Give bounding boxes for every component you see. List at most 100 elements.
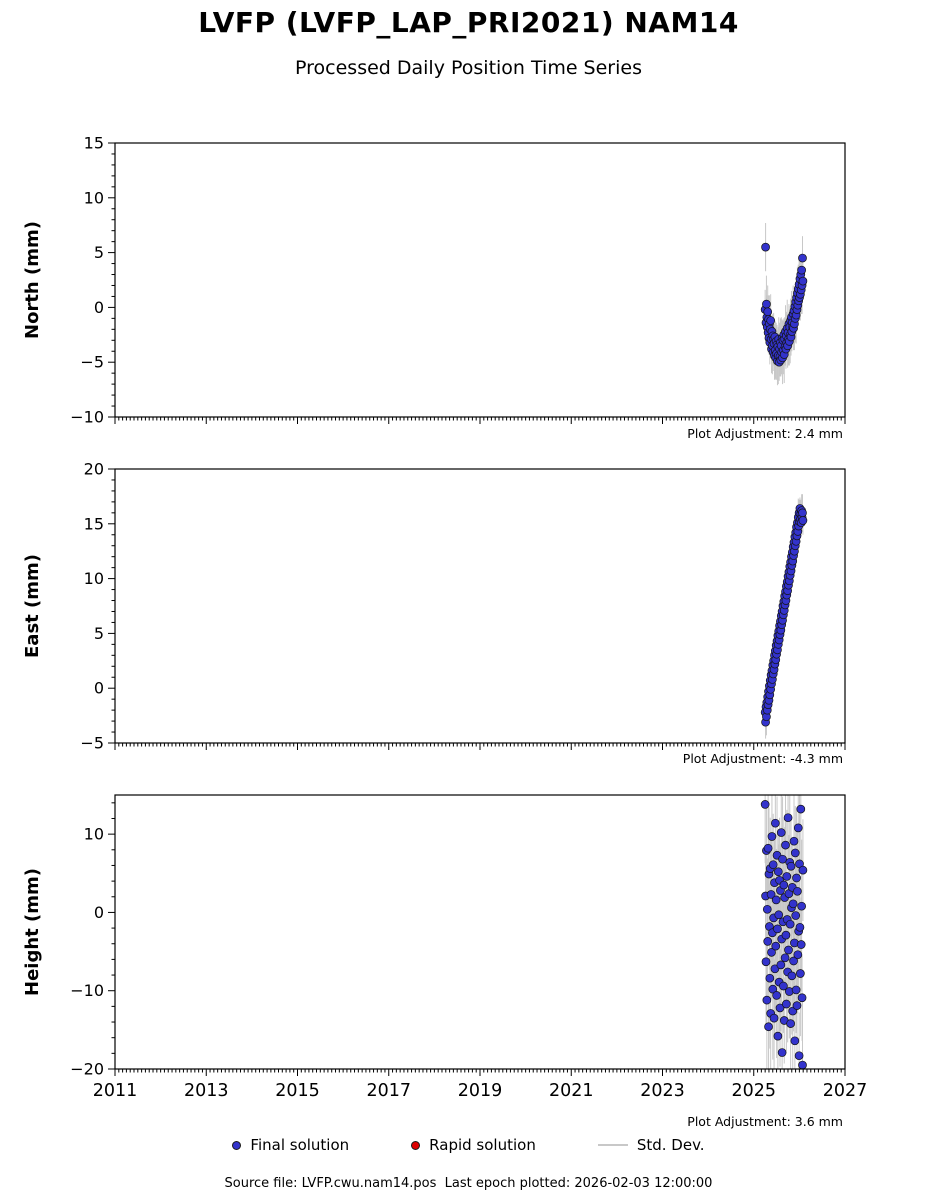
page-subtitle: Processed Daily Position Time Series [295, 57, 642, 79]
data-point [787, 971, 797, 981]
north-plot: −10 −5 0 5 10 15 North (mm) Plot Adjustment: 2.… [22, 134, 846, 441]
data-point [780, 953, 790, 963]
chart-text: 0 [94, 298, 104, 317]
data-point [774, 910, 784, 920]
data-point [770, 964, 780, 974]
data-point [766, 316, 776, 325]
data-point [796, 940, 806, 949]
data-point [762, 904, 772, 914]
chart-text: 2013 [184, 1081, 229, 1101]
data-point [760, 800, 770, 809]
data-point [767, 948, 776, 957]
chart-text: 2025 [731, 1081, 776, 1101]
data-point [792, 1001, 802, 1010]
data-point [789, 836, 799, 846]
legend-item-rapid: Rapid solution [411, 1136, 536, 1154]
chart-text: 2021 [549, 1081, 594, 1101]
data-point [796, 804, 806, 814]
chart-text: 0 [94, 679, 104, 698]
chart-text: 10 [84, 825, 104, 844]
east-axis-ticks [108, 468, 846, 750]
chart-text: 2017 [366, 1081, 411, 1101]
data-point [798, 1060, 807, 1069]
chart-text: 15 [84, 514, 104, 533]
data-point [795, 922, 805, 932]
chart-text: 2011 [93, 1081, 138, 1101]
data-point [797, 993, 807, 1003]
std-dev-marker-icon [597, 1144, 628, 1146]
north-axis-ticks [108, 142, 846, 424]
chart-text: −5 [80, 353, 104, 372]
height-plot-points [760, 800, 808, 1069]
chart-text: 15 [84, 134, 104, 153]
legend-item-stddev: Std. Dev. [597, 1136, 705, 1154]
page-title: LVFP (LVFP_LAP_PRI2021) NAM14 [198, 6, 739, 39]
data-point [769, 1013, 779, 1023]
data-point [770, 818, 780, 828]
data-point [766, 890, 776, 899]
data-point [790, 848, 800, 858]
rapid-solution-marker-icon [411, 1140, 421, 1150]
chart-text: −10 [70, 408, 104, 427]
data-point [797, 901, 806, 911]
data-point [775, 1003, 785, 1013]
north-plot-frame [114, 142, 846, 418]
data-point [773, 924, 782, 934]
data-point [791, 911, 801, 920]
chart-text: Height (mm) [22, 868, 43, 996]
data-point [784, 945, 793, 955]
data-point [761, 242, 770, 252]
data-point [777, 1048, 787, 1057]
chart-text: −20 [70, 1060, 104, 1079]
data-point [765, 973, 775, 983]
chart-text: −10 [70, 981, 104, 1000]
data-point [763, 937, 773, 946]
data-point [782, 999, 791, 1009]
height-axis-ticks [108, 802, 846, 1076]
data-point [793, 886, 802, 896]
legend-label-rapid: Rapid solution [429, 1136, 536, 1154]
data-point [786, 861, 796, 871]
height-plot-frame [114, 794, 846, 1070]
data-point [798, 865, 808, 875]
data-point [783, 813, 793, 823]
data-point [798, 516, 808, 525]
data-point [793, 950, 803, 960]
data-point [786, 1019, 795, 1028]
data-point [764, 1022, 773, 1032]
data-point [776, 828, 786, 837]
chart-text: North (mm) [22, 221, 43, 339]
chart-legend: Final solution Rapid solution Std. Dev. [0, 1136, 937, 1154]
height-plot: −20 −10 0 10 2011 2013 2015 2017 2019 2021 2023 202… [22, 794, 868, 1129]
chart-text: Plot Adjustment: -4.3 mm [683, 751, 843, 766]
chart-text: 2027 [823, 1081, 868, 1101]
data-point [797, 265, 806, 275]
chart-text: 2015 [275, 1081, 320, 1101]
data-point [782, 872, 792, 881]
data-point [768, 860, 778, 870]
chart-text: 0 [94, 903, 104, 922]
data-point [771, 895, 781, 905]
data-point [798, 276, 808, 286]
data-point [776, 960, 786, 970]
data-point [773, 867, 783, 877]
data-point [790, 1036, 800, 1046]
data-point [793, 823, 803, 833]
data-point [763, 307, 773, 317]
data-point [772, 991, 781, 1000]
legend-label-stddev: Std. Dev. [636, 1136, 705, 1154]
chart-text: −5 [80, 734, 104, 753]
chart-text: 5 [94, 624, 104, 643]
data-point [762, 995, 772, 1005]
data-point [779, 981, 788, 991]
data-point [789, 956, 798, 966]
data-point [792, 873, 801, 883]
chart-text: Plot Adjustment: 3.6 mm [687, 1114, 843, 1129]
data-point [771, 941, 781, 951]
chart-text: 10 [84, 569, 104, 588]
data-point [788, 899, 798, 909]
chart-text: East (mm) [22, 554, 43, 658]
data-point [761, 957, 771, 967]
